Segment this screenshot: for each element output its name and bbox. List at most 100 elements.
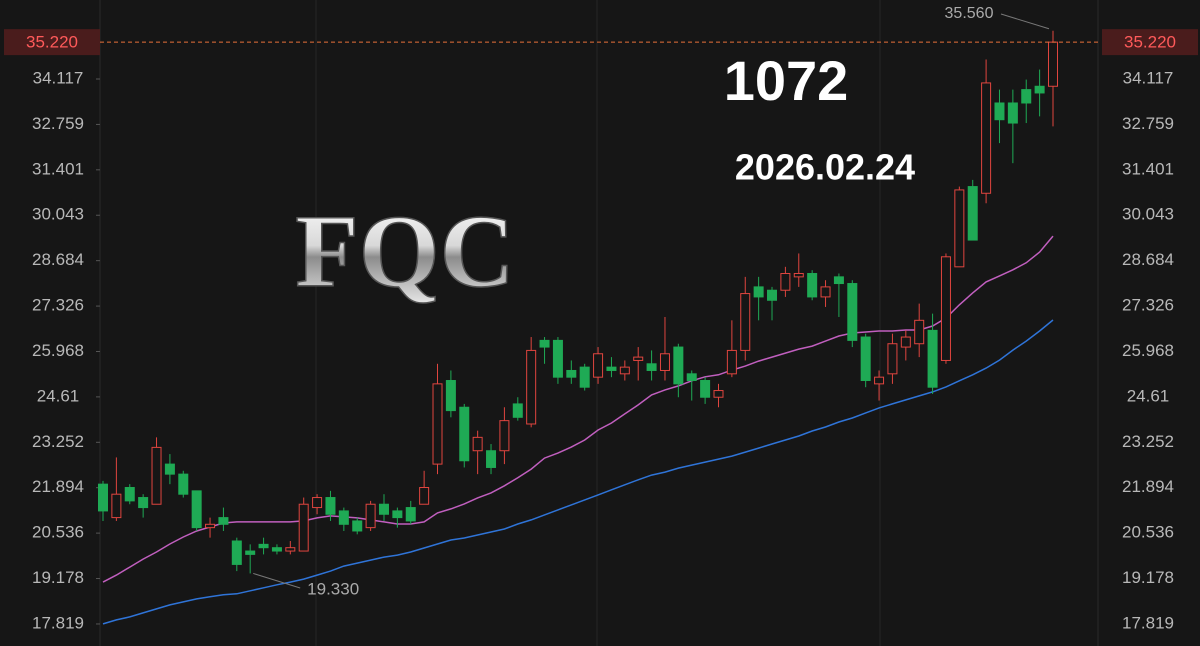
candle-body [1048,41,1058,87]
candle-body [767,289,778,301]
candle-body [887,343,898,375]
candle-body [111,493,122,519]
y-tick-label: 17.819 [32,613,84,632]
candle-body [633,356,644,361]
candle-body [419,487,430,505]
date-label: 2026.02.24 [735,147,915,188]
y-tick-label-right: 23.252 [1122,432,1174,451]
candle-body [245,550,256,555]
y-tick-label-right: 34.117 [1123,68,1174,87]
candle-body [512,403,523,418]
candle-body [472,436,483,452]
candle-body [981,82,992,194]
candle-body [927,329,938,388]
y-tick-label-right: 19.178 [1122,568,1174,587]
candle-body [164,463,175,475]
candle-body [686,373,697,382]
candle-body [218,517,229,525]
last-price-label: 35.220 [26,33,78,52]
candle-body [833,276,844,285]
candle-body [954,189,965,268]
y-tick-label: 23.252 [32,432,84,451]
candle-body [285,547,296,552]
candle-body [900,336,911,348]
candle-body [646,363,657,371]
candle-body [726,349,737,375]
candle-body [338,510,349,525]
candle-body [967,186,978,241]
candle-body [619,366,630,375]
candle-body [552,339,563,378]
low-marker-leader [253,572,301,589]
candle-body [486,450,497,468]
high-marker-label: 35.560 [945,5,994,22]
candle-body [994,102,1005,121]
candle-body [405,507,416,522]
y-tick-label: 21.894 [32,477,84,496]
y-tick-label: 24.61 [37,386,80,405]
y-tick-label: 34.117 [33,68,84,87]
candle-body [445,380,456,412]
candle-body [1007,102,1018,124]
candle-body [271,547,282,552]
candle-body [539,339,550,348]
candle-body [499,420,510,452]
candle-body [124,487,135,502]
candle-body [713,390,724,398]
candle-body [793,273,804,278]
low-marker-label: 19.330 [307,579,359,598]
moving-average [102,235,1054,583]
candle-body [807,273,818,298]
candle-body [740,293,751,351]
y-tick-label: 27.326 [32,296,84,315]
candle-body [874,376,885,385]
candle-body [700,380,711,398]
candle-body [673,346,684,385]
candle-body [298,503,309,552]
y-tick-label-right: 24.61 [1127,386,1170,405]
candle-body [378,503,389,515]
candle-body [820,286,831,298]
y-tick-label-right: 28.684 [1122,250,1174,269]
candle-body [98,483,108,512]
candle-body [1034,85,1045,94]
candle-body [753,286,764,298]
candle-body [231,540,242,565]
y-tick-label: 32.759 [32,114,84,133]
candle-body [392,510,403,519]
candle-body [593,353,604,378]
last-price-box [1102,29,1198,56]
code-label: 1072 [724,49,849,112]
candle-body [659,353,670,371]
y-tick-label: 30.043 [32,205,84,224]
y-tick-label: 25.968 [32,341,84,360]
y-tick-label-right: 31.401 [1122,159,1174,178]
last-price-box [4,29,100,56]
candle-body [432,383,443,465]
candle-body [579,366,590,388]
candle-body [860,336,871,382]
y-tick-label-right: 27.326 [1122,296,1174,315]
candle-body [258,543,269,549]
y-tick-label-right: 17.819 [1122,613,1174,632]
last-price-label: 35.220 [1124,33,1176,52]
candle-body [205,523,216,529]
candle-body [151,446,162,505]
y-tick-label: 31.401 [32,159,84,178]
candle-body [606,366,617,371]
candle-body [352,520,363,532]
candle-body [1021,89,1032,104]
candle-body [847,283,858,341]
candle-body [780,273,791,291]
y-tick-label-right: 21.894 [1122,477,1174,496]
y-tick-label-right: 32.759 [1122,114,1174,133]
y-tick-label-right: 30.043 [1122,205,1174,224]
candle-body [459,406,470,462]
y-tick-label: 20.536 [32,523,84,542]
candle-body [191,490,202,529]
ticker-logo: FQC [295,194,515,309]
candle-body [178,473,189,495]
candle-body [914,319,925,345]
